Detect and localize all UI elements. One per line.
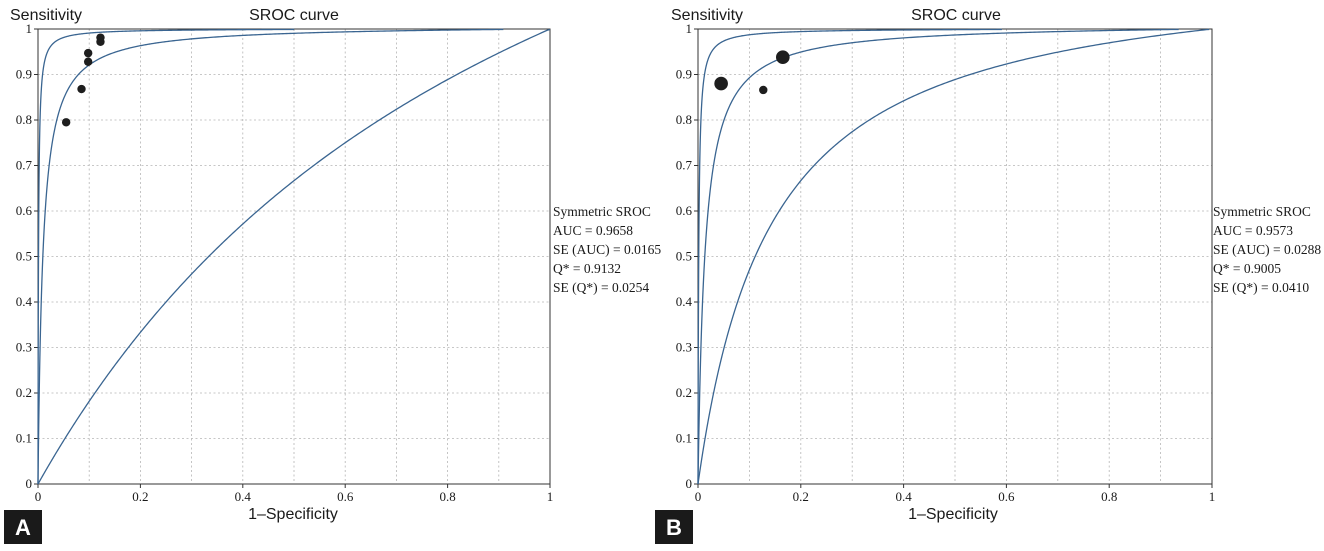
y-tick-label: 0.9 (16, 67, 32, 82)
x-tick-label: 0.2 (132, 489, 148, 504)
study-point (96, 33, 105, 42)
panel-badge-letter: B (666, 515, 682, 540)
stats-block: Symmetric SROC AUC = 0.9573 SE (AUC) = 0… (1213, 204, 1321, 295)
stats-se-auc: SE (AUC) = 0.0165 (553, 242, 661, 257)
sroc-curve (697, 28, 1179, 484)
study-point (77, 84, 86, 94)
study-point (714, 76, 728, 91)
panel-badge-letter: A (15, 515, 31, 540)
y-tick-label: 0 (686, 476, 693, 491)
stats-block: Symmetric SROC AUC = 0.9658 SE (AUC) = 0… (553, 204, 661, 295)
chart-title: SROC curve (249, 7, 339, 24)
study-point (61, 118, 71, 127)
y-tick-label: 0.8 (16, 112, 32, 127)
sroc-curve (37, 28, 504, 484)
study-point (83, 48, 93, 58)
stats-q-star: Q* = 0.9132 (553, 261, 621, 276)
panel-b: 0 0.1 0.2 0.3 0.4 0.5 0.6 0.7 0.8 0.9 1 0 0.2 0.4 0.6 0… (655, 7, 1321, 544)
x-tick-label: 0 (695, 489, 702, 504)
plot-area: 0 0.1 0.2 0.3 0.4 0.5 0.6 0.7 0.8 0.9 1 0 0.2 0.4 0.6 0… (676, 21, 1216, 504)
sroc-curve (37, 28, 295, 484)
x-tick-label: 0.8 (439, 489, 455, 504)
study-point (83, 57, 93, 66)
stats-q-star: Q* = 0.9005 (1213, 261, 1281, 276)
stats-se-q-star: SE (Q*) = 0.0254 (553, 280, 649, 295)
study-point (759, 85, 768, 95)
y-tick-label: 0 (26, 476, 33, 491)
sroc-curve (697, 28, 1002, 484)
y-tick-label: 0.6 (676, 203, 693, 218)
sroc-curve (697, 28, 1210, 485)
y-tick-label: 0.4 (676, 294, 693, 309)
y-tick-label: 0.9 (676, 67, 692, 82)
y-tick-label: 0.5 (16, 249, 32, 264)
y-tick-label: 0.2 (16, 385, 32, 400)
study-point (776, 50, 790, 65)
y-tick-label: 0.1 (16, 431, 32, 446)
y-tick-label: 0.4 (16, 294, 33, 309)
stats-se-q-star: SE (Q*) = 0.0410 (1213, 280, 1309, 295)
stats-auc: AUC = 0.9573 (1213, 223, 1293, 238)
x-tick-label: 0.8 (1101, 489, 1117, 504)
y-tick-label: 0.6 (16, 203, 33, 218)
x-tick-label: 1 (547, 489, 554, 504)
x-axis-label: 1–Specificity (248, 506, 338, 523)
y-tick-label: 0.8 (676, 112, 692, 127)
x-axis-label: 1–Specificity (908, 506, 998, 523)
y-tick-label: 0.3 (676, 340, 692, 355)
y-tick-label: 1 (686, 21, 693, 36)
panel-badge (4, 510, 42, 544)
y-tick-label: 0.2 (676, 385, 692, 400)
x-tick-label: 0.6 (998, 489, 1015, 504)
panel-a: 0 0.1 0.2 0.3 0.4 0.5 0.6 0.7 0.8 0.9 1 0 0.2 0.4 0.6 0… (4, 7, 661, 544)
chart-title: SROC curve (911, 7, 1001, 24)
sroc-curve (37, 28, 551, 485)
y-tick-label: 0.1 (676, 431, 692, 446)
x-tick-label: 0.4 (895, 489, 912, 504)
stats-auc: AUC = 0.9658 (553, 223, 633, 238)
x-tick-label: 0 (35, 489, 42, 504)
y-tick-label: 0.5 (676, 249, 692, 264)
y-tick-label: 0.7 (676, 158, 693, 173)
stats-heading: Symmetric SROC (1213, 204, 1311, 219)
plot-area: 0 0.1 0.2 0.3 0.4 0.5 0.6 0.7 0.8 0.9 1 0 0.2 0.4 0.6 0… (16, 21, 554, 504)
y-axis-label: Sensitivity (10, 7, 82, 24)
x-tick-label: 1 (1209, 489, 1216, 504)
y-tick-label: 1 (26, 21, 33, 36)
y-tick-label: 0.7 (16, 158, 33, 173)
stats-heading: Symmetric SROC (553, 204, 651, 219)
x-tick-label: 0.2 (793, 489, 809, 504)
y-axis-label: Sensitivity (671, 7, 743, 24)
panel-badge (655, 510, 693, 544)
y-tick-label: 0.3 (16, 340, 32, 355)
x-tick-label: 0.6 (337, 489, 354, 504)
x-tick-label: 0.4 (235, 489, 252, 504)
stats-se-auc: SE (AUC) = 0.0288 (1213, 242, 1321, 257)
